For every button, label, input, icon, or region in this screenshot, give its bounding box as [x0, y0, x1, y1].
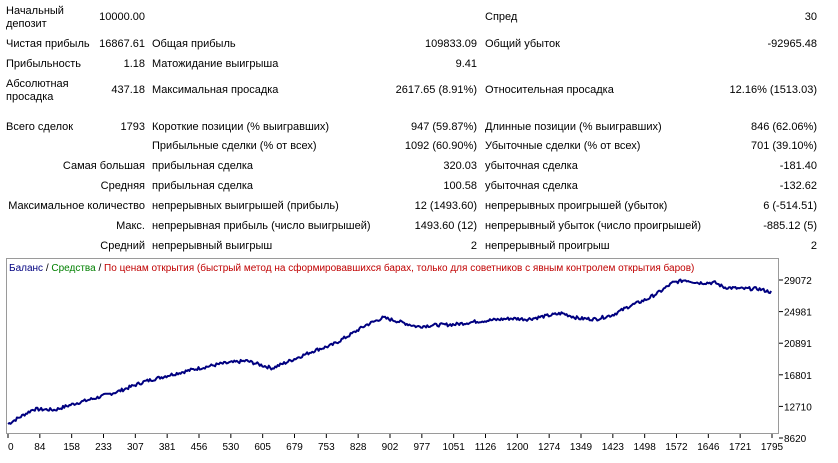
report-cell: -132.62 [779, 180, 817, 192]
x-tick-label: 381 [159, 442, 176, 453]
report-cell: Спред [485, 11, 518, 23]
y-tick-label: 20891 [784, 339, 812, 350]
report-cell: непрерывная прибыль (число выигрышей) [152, 220, 371, 232]
report-cell: Относительная просадка [485, 84, 614, 96]
report-cell: -92965.48 [767, 38, 817, 50]
report-cell: 1493.60 (12) [414, 220, 477, 232]
balance-chart [6, 258, 779, 434]
x-tick-label: 828 [350, 442, 367, 453]
report-cell: 10000.00 [99, 11, 145, 23]
x-tick-label: 902 [382, 442, 399, 453]
x-tick-label: 0 [8, 442, 14, 453]
report-cell: 1092 (60.90%) [404, 140, 477, 152]
legend-balance: Баланс [9, 263, 44, 274]
x-tick-label: 456 [191, 442, 208, 453]
x-tick-label: 1126 [475, 442, 497, 453]
y-tick-label: 29072 [784, 276, 812, 287]
x-tick-label: 158 [63, 442, 80, 453]
report-cell: Абсолютная просадка [6, 78, 69, 103]
report-cell: Чистая прибыль [6, 38, 90, 50]
y-tick-label: 12710 [784, 402, 812, 413]
x-tick-label: 1498 [634, 442, 657, 453]
report-cell: Максимальная просадка [152, 84, 279, 96]
y-tick-label: 8620 [784, 434, 807, 445]
report-cell: 1793 [120, 121, 145, 133]
report-cell: Общая прибыль [152, 38, 236, 50]
report-cell: убыточная сделка [485, 180, 578, 192]
x-tick-label: 1051 [443, 442, 466, 453]
legend-separator: / [95, 263, 105, 274]
report-cell: 2 [810, 240, 817, 252]
report-cell: 2 [470, 240, 477, 252]
report-cell: 320.03 [443, 160, 477, 172]
report-cell: 109833.09 [425, 38, 477, 50]
x-tick-label: 1349 [570, 442, 593, 453]
report-cell: 437.18 [111, 84, 145, 96]
x-tick-label: 84 [34, 442, 46, 453]
report-cell: Средняя [100, 180, 145, 192]
x-tick-label: 1646 [697, 442, 720, 453]
report-cell: Начальный депозит [6, 5, 64, 30]
report-cell: непрерывный убыток (число проигрышей) [485, 220, 702, 232]
x-tick-label: 753 [318, 442, 335, 453]
report-cell: 16867.61 [99, 38, 145, 50]
report-cell: непрерывных проигрышей (убыток) [485, 200, 668, 212]
report-cell: прибыльная сделка [152, 180, 254, 192]
x-tick-label: 307 [127, 442, 144, 453]
report-cell: непрерывный проигрыш [485, 240, 610, 252]
report-cell: 9.41 [455, 58, 477, 70]
report-cell: Общий убыток [485, 38, 560, 50]
report-cell: 6 (-514.51) [763, 200, 817, 212]
legend-separator: / [43, 263, 52, 274]
chart-legend: Баланс / Средства / По ценам открытия (б… [9, 263, 694, 275]
x-tick-label: 977 [413, 442, 430, 453]
report-cell: 2617.65 (8.91%) [395, 84, 477, 96]
report-cell: Самая большая [62, 160, 145, 172]
balance-line [7, 278, 772, 425]
report-cell: Короткие позиции (% выигравших) [152, 121, 330, 133]
report-cell: Матожидание выигрыша [152, 58, 279, 70]
report-cell: -885.12 (5) [763, 220, 817, 232]
report-cell: Прибыльность [6, 58, 81, 70]
report-cell: 947 (59.87%) [410, 121, 477, 133]
report-cell: -181.40 [779, 160, 817, 172]
report-cell: убыточная сделка [485, 160, 578, 172]
report-cell: Прибыльные сделки (% от всех) [152, 140, 317, 152]
report-cell: 846 (62.06%) [750, 121, 817, 133]
report-cell: непрерывных выигрышей (прибыль) [152, 200, 339, 212]
report-cell: Максимальное количество [8, 200, 145, 212]
report-cell: Всего сделок [6, 121, 74, 133]
y-tick-label: 16801 [784, 371, 812, 382]
x-tick-label: 1274 [538, 442, 561, 453]
report-cell: непрерывный выигрыш [152, 240, 273, 252]
report-cell: прибыльная сделка [152, 160, 254, 172]
report-cell: 12 (1493.60) [414, 200, 477, 212]
report-cell: Средний [100, 240, 145, 252]
report-cell: Макс. [116, 220, 145, 232]
report-cell: 701 (39.10%) [750, 140, 817, 152]
report-cell: Длинные позиции (% выигравших) [485, 121, 662, 133]
x-tick-label: 1721 [729, 442, 752, 453]
report-cell: Убыточные сделки (% от всех) [485, 140, 641, 152]
legend-equity: Средства [51, 263, 96, 274]
x-tick-label: 1572 [665, 442, 688, 453]
report-cell: 30 [804, 11, 817, 23]
legend-test-mode: По ценам открытия (быстрый метод на сфор… [104, 263, 695, 274]
y-tick-label: 24981 [784, 308, 812, 319]
x-tick-label: 1795 [761, 442, 784, 453]
x-tick-label: 233 [95, 442, 112, 453]
x-tick-label: 605 [254, 442, 271, 453]
x-tick-label: 1200 [506, 442, 529, 453]
report-cell: 1.18 [123, 58, 145, 70]
x-tick-label: 679 [286, 442, 303, 453]
x-tick-label: 530 [222, 442, 239, 453]
x-tick-label: 1423 [602, 442, 625, 453]
report-cell: 12.16% (1513.03) [729, 84, 817, 96]
report-cell: 100.58 [443, 180, 477, 192]
